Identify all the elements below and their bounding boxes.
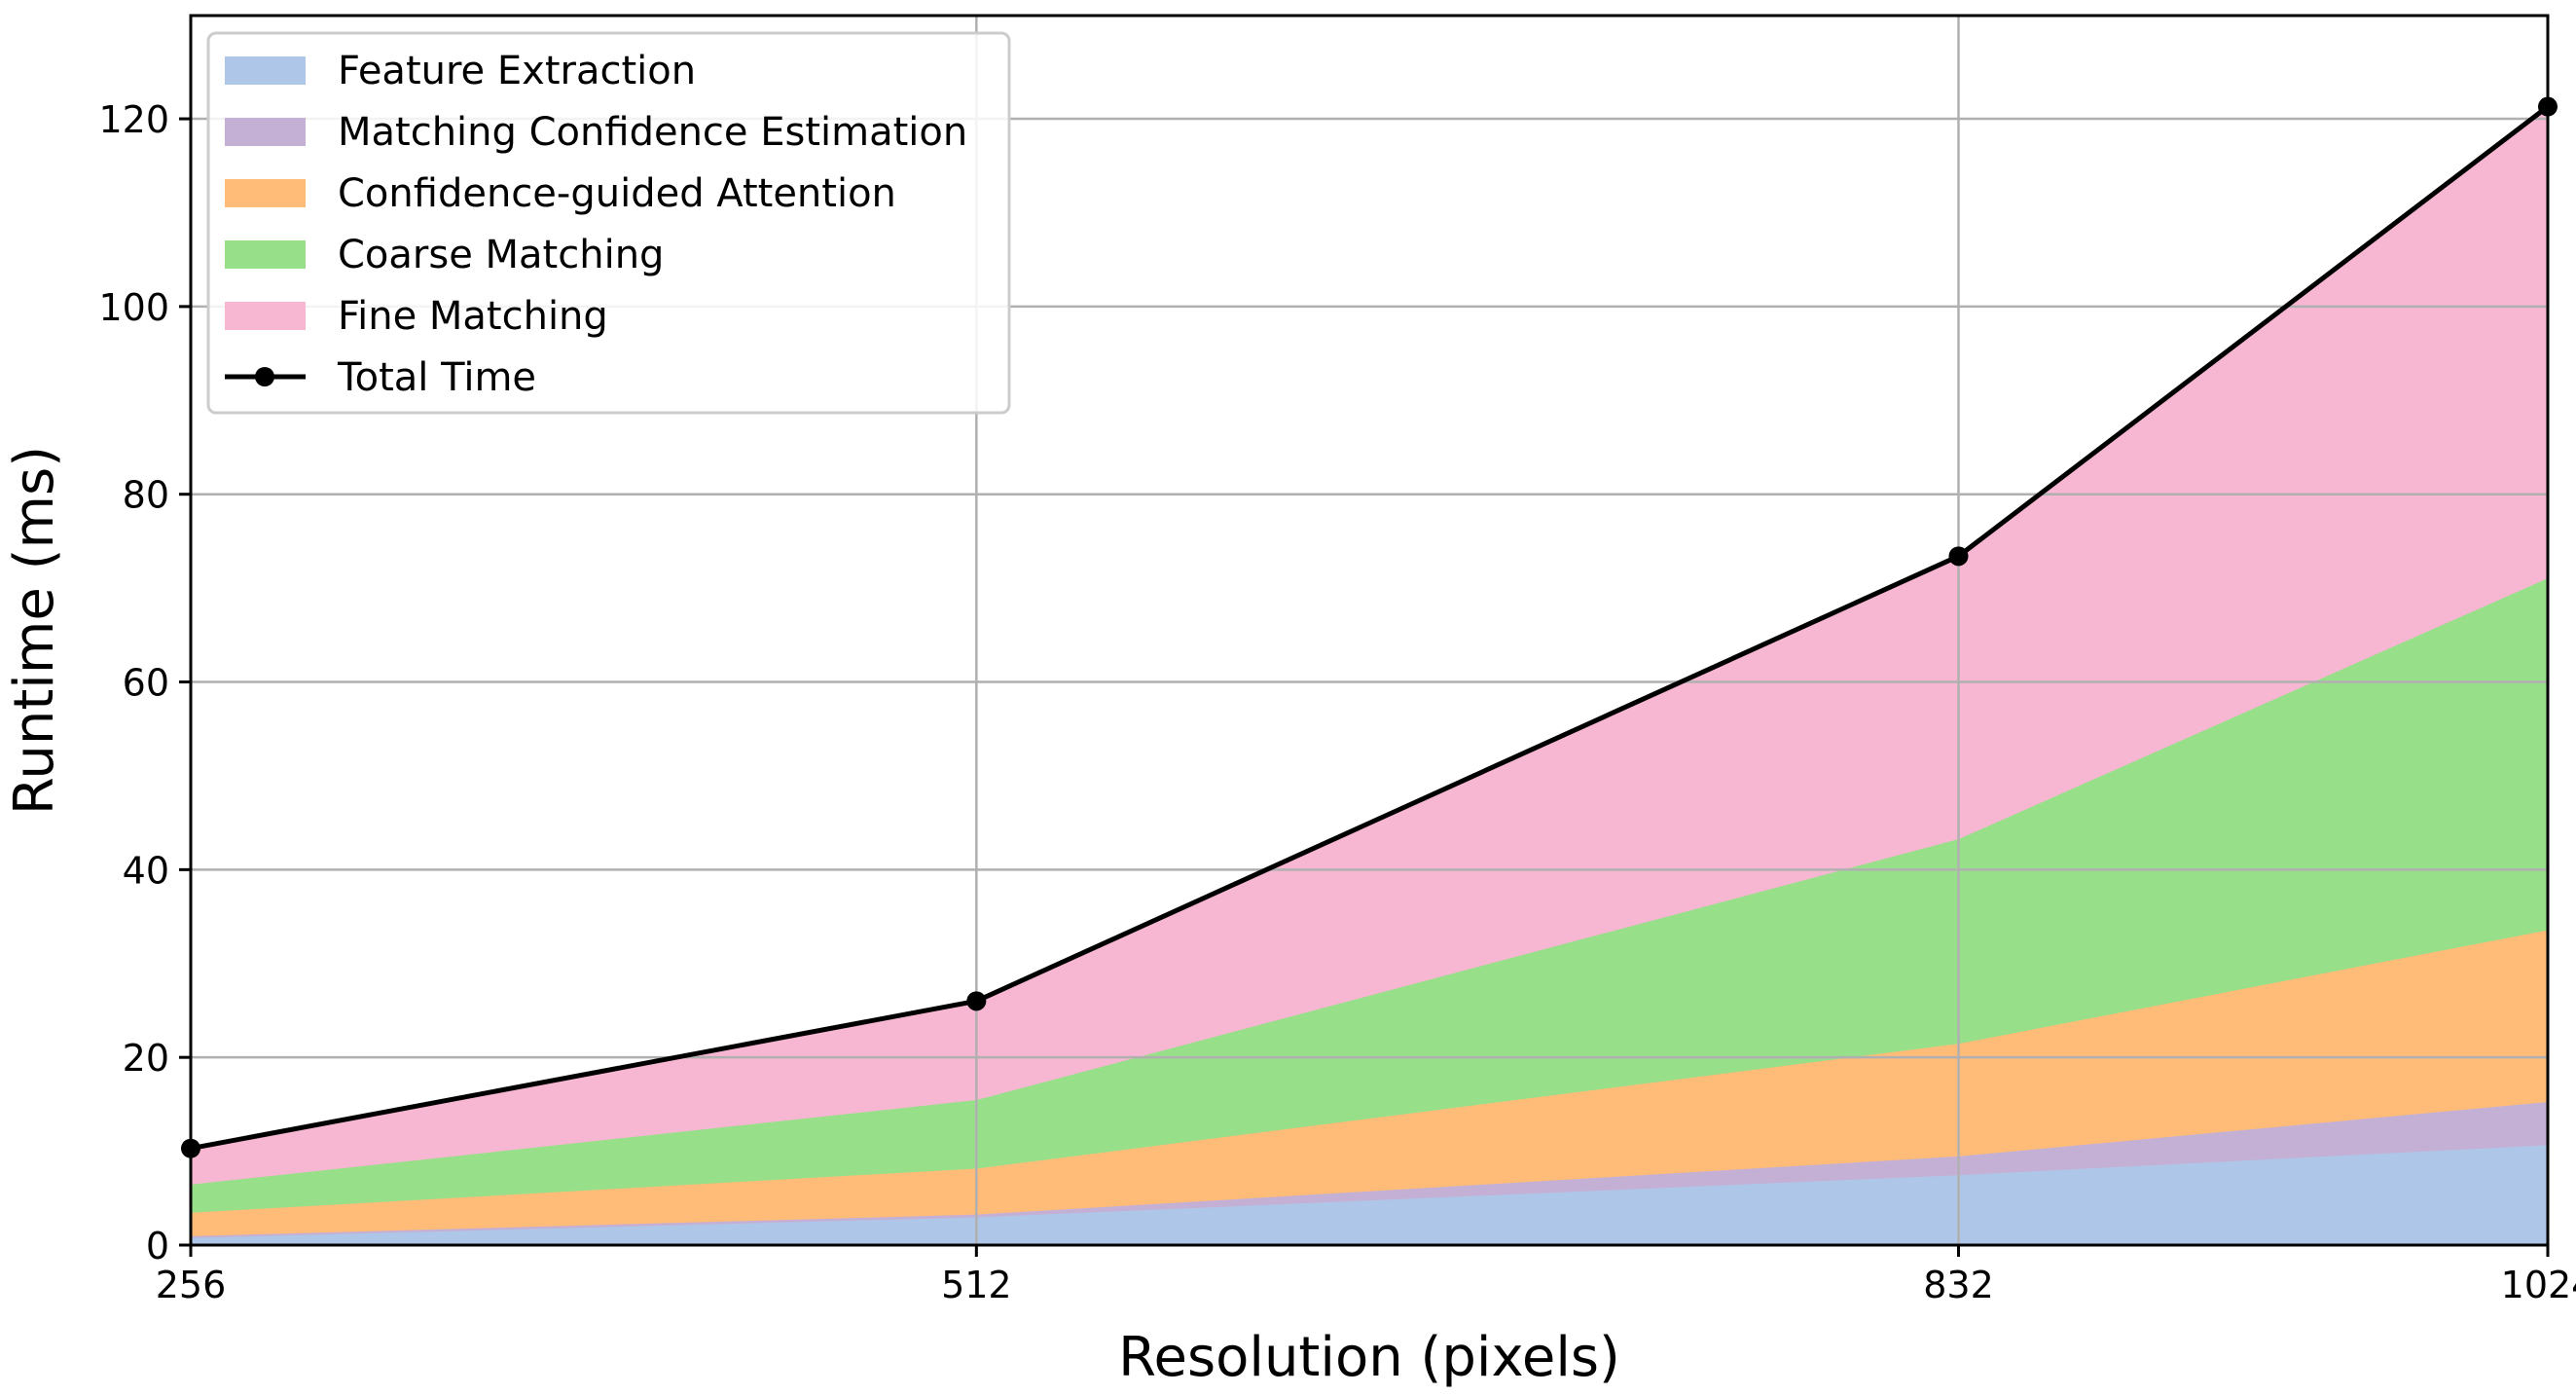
legend-label-3: Coarse Matching [338,233,664,277]
y-tick-label-3: 60 [123,662,169,705]
y-tick-label-0: 0 [146,1225,169,1267]
y-tick-label-2: 40 [123,849,169,892]
legend-box [206,31,1011,415]
total-time-polyline [190,104,2550,1152]
y-axis-title: Runtime (ms) [3,446,66,815]
y-tick-label-6: 120 [98,98,169,141]
y-tick-label-1: 20 [123,1037,169,1080]
legend: Feature Extraction Matching Confidence Es… [206,31,1011,415]
legend-label-2: Confidence-guided Attention [338,171,896,216]
plot-frame [189,14,2550,1247]
legend-swatch-3 [225,240,306,269]
legend-swatch-2 [225,179,306,207]
legend-swatch-4 [225,302,306,330]
legend-label-0: Feature Extraction [338,49,696,93]
legend-label-1: Matching Confidence Estimation [338,110,967,155]
x-axis-title: Resolution (pixels) [1118,1326,1620,1389]
legend-marker-5 [255,367,274,386]
legend-swatch-0 [225,56,306,85]
total-time-point-1 [966,991,987,1011]
y-tick-label-5: 100 [98,286,169,329]
x-tick-label-3: 1024 [2501,1264,2576,1306]
axis-ticks: 256 512 832 1024 0 20 40 60 80 100 120 [98,98,2576,1306]
legend-label-5: Total Time [337,355,536,400]
x-tick-label-1: 512 [941,1264,1012,1306]
total-time-point-2 [1948,546,1969,567]
y-tick-label-4: 80 [123,474,169,517]
x-tick-label-2: 832 [1923,1264,1994,1306]
x-tick-label-0: 256 [156,1264,227,1306]
legend-swatch-1 [225,118,306,146]
legend-label-4: Fine Matching [338,294,608,339]
